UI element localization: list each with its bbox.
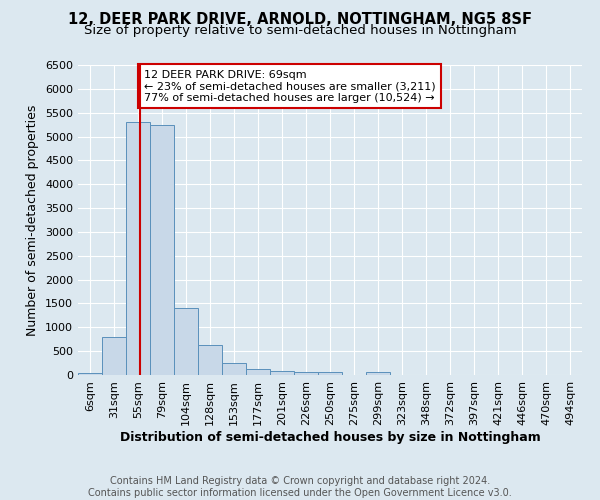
- X-axis label: Distribution of semi-detached houses by size in Nottingham: Distribution of semi-detached houses by …: [119, 430, 541, 444]
- Bar: [246, 369, 270, 375]
- Bar: [270, 371, 294, 375]
- Text: 12 DEER PARK DRIVE: 69sqm
← 23% of semi-detached houses are smaller (3,211)
77% : 12 DEER PARK DRIVE: 69sqm ← 23% of semi-…: [143, 70, 435, 103]
- Text: Size of property relative to semi-detached houses in Nottingham: Size of property relative to semi-detach…: [83, 24, 517, 37]
- Bar: [102, 337, 126, 375]
- Bar: [126, 122, 150, 375]
- Bar: [78, 372, 102, 375]
- Text: Contains HM Land Registry data © Crown copyright and database right 2024.
Contai: Contains HM Land Registry data © Crown c…: [88, 476, 512, 498]
- Text: 12, DEER PARK DRIVE, ARNOLD, NOTTINGHAM, NG5 8SF: 12, DEER PARK DRIVE, ARNOLD, NOTTINGHAM,…: [68, 12, 532, 28]
- Bar: [222, 362, 246, 375]
- Bar: [150, 124, 174, 375]
- Bar: [198, 345, 222, 375]
- Bar: [174, 308, 198, 375]
- Y-axis label: Number of semi-detached properties: Number of semi-detached properties: [26, 104, 40, 336]
- Bar: [318, 372, 342, 375]
- Bar: [294, 372, 318, 375]
- Bar: [366, 372, 390, 375]
